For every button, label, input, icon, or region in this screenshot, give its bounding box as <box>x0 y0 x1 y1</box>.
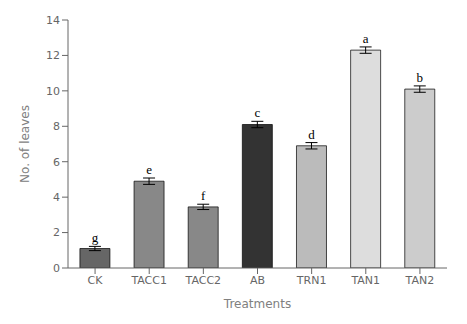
svg-text:0: 0 <box>53 262 60 275</box>
svg-text:4: 4 <box>53 191 60 204</box>
svg-text:a: a <box>363 31 369 46</box>
svg-text:TAN1: TAN1 <box>350 274 380 287</box>
svg-text:CK: CK <box>88 274 104 287</box>
svg-text:14: 14 <box>46 14 60 27</box>
svg-text:e: e <box>146 162 152 177</box>
svg-text:TACC2: TACC2 <box>185 274 222 287</box>
svg-text:TACC1: TACC1 <box>130 274 167 287</box>
svg-text:TAN2: TAN2 <box>405 274 435 287</box>
svg-text:TRN1: TRN1 <box>296 274 327 287</box>
svg-text:c: c <box>254 105 260 120</box>
svg-text:d: d <box>308 127 315 142</box>
svg-text:AB: AB <box>250 274 265 287</box>
svg-text:No. of leaves: No. of leaves <box>18 105 32 183</box>
svg-text:b: b <box>417 70 424 85</box>
svg-text:12: 12 <box>46 49 60 62</box>
svg-text:f: f <box>201 188 206 203</box>
svg-text:g: g <box>92 230 99 245</box>
svg-text:6: 6 <box>53 156 60 169</box>
svg-text:Treatments: Treatments <box>223 297 291 311</box>
svg-text:8: 8 <box>53 120 60 133</box>
svg-text:2: 2 <box>53 226 60 239</box>
svg-text:10: 10 <box>46 85 60 98</box>
